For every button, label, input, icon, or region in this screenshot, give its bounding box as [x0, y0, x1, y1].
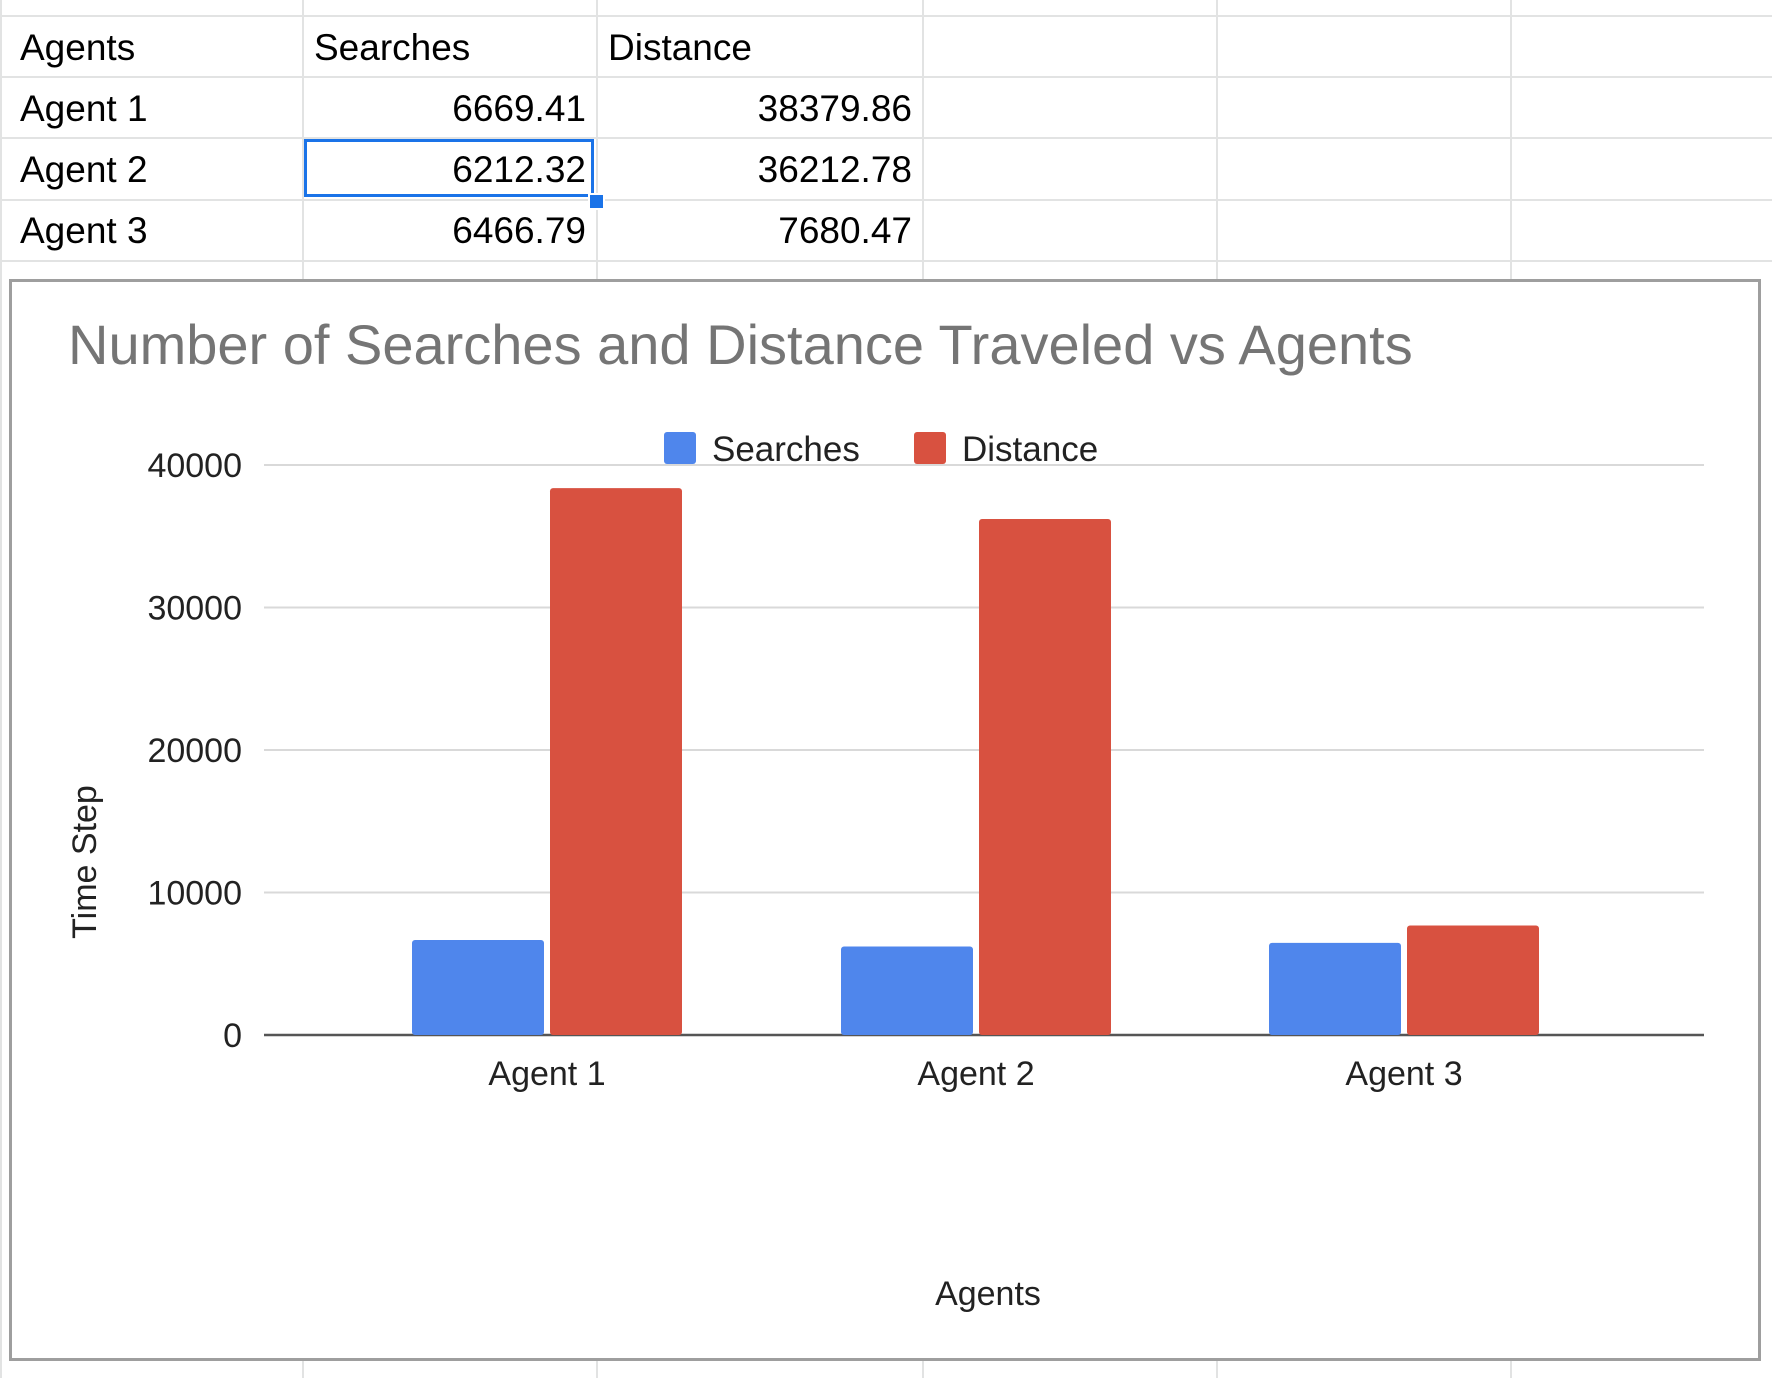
cell-searches[interactable]: 6466.79 — [452, 210, 586, 251]
grid-line — [0, 199, 1772, 201]
cell-distance[interactable]: 7680.47 — [778, 210, 912, 251]
grid-line — [0, 260, 1772, 262]
grid-line — [0, 137, 1772, 139]
grid-line — [0, 0, 2, 1378]
y-tick-label: 40000 — [147, 447, 242, 485]
y-tick-label: 30000 — [147, 590, 242, 628]
x-axis-label: Agents — [935, 1275, 1041, 1313]
header-cell-distance[interactable]: Distance — [608, 27, 752, 68]
bar-searches-2[interactable] — [841, 946, 973, 1035]
bar-searches-1[interactable] — [412, 939, 544, 1035]
y-tick-label: 20000 — [147, 732, 242, 770]
cell-distance[interactable]: 36212.78 — [757, 149, 912, 190]
cell-searches[interactable]: 6669.41 — [452, 88, 586, 129]
header-cell-searches[interactable]: Searches — [314, 27, 471, 68]
chart-legend[interactable]: Searches Distance — [664, 430, 1098, 469]
bar-distance-3[interactable] — [1407, 925, 1539, 1035]
y-axis-label: Time Step — [66, 785, 104, 939]
legend-label-distance[interactable]: Distance — [962, 430, 1098, 469]
grid-line — [0, 15, 1772, 17]
selected-cell-outline[interactable] — [304, 139, 594, 197]
bar-distance-2[interactable] — [979, 518, 1111, 1035]
legend-swatch-distance — [914, 432, 946, 464]
header-cell-agents[interactable]: Agents — [20, 27, 136, 68]
fill-handle[interactable] — [588, 193, 605, 210]
legend-swatch-searches — [664, 432, 696, 464]
grid-line — [0, 76, 1772, 78]
bar-chart: Number of Searches and Distance Traveled… — [66, 313, 1704, 1313]
y-tick-label: 0 — [223, 1017, 242, 1055]
chart-container[interactable]: Number of Searches and Distance Traveled… — [9, 279, 1761, 1361]
x-tick-label: Agent 1 — [488, 1055, 605, 1093]
cell-distance[interactable]: 38379.86 — [757, 88, 912, 129]
x-tick-label: Agent 3 — [1345, 1055, 1462, 1093]
y-tick-label: 10000 — [147, 875, 242, 913]
chart-title: Number of Searches and Distance Traveled… — [68, 313, 1413, 376]
cell-agent-name[interactable]: Agent 3 — [20, 210, 148, 251]
bar-searches-3[interactable] — [1269, 942, 1401, 1035]
cell-agent-name[interactable]: Agent 2 — [20, 149, 148, 190]
x-tick-labels: Agent 1 Agent 2 Agent 3 — [488, 1055, 1462, 1093]
bar-series — [412, 488, 1539, 1035]
bar-distance-1[interactable] — [550, 488, 682, 1035]
cell-searches-selected[interactable]: 6212.32 — [452, 149, 586, 190]
cell-agent-name[interactable]: Agent 1 — [20, 88, 148, 129]
legend-label-searches[interactable]: Searches — [712, 430, 860, 469]
x-tick-label: Agent 2 — [917, 1055, 1034, 1093]
